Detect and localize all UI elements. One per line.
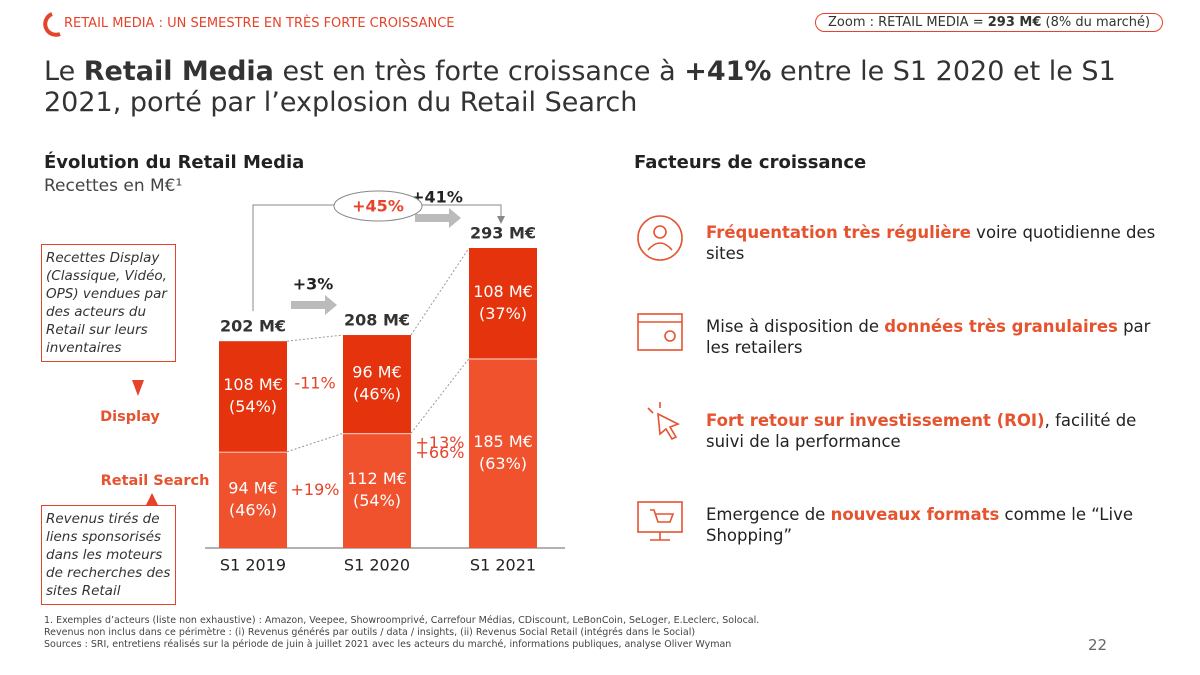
text-run: Fort retour sur investissement (ROI) (706, 411, 1045, 430)
connector (286, 432, 344, 453)
growth-label: +66% (416, 443, 465, 462)
text-run: données très granulaires (884, 317, 1118, 336)
footnote: Revenus non inclus dans ce périmètre : (… (44, 627, 696, 638)
value-label: 108 M€ (473, 282, 533, 301)
share-label: (37%) (479, 304, 527, 323)
share-label: (54%) (353, 491, 401, 510)
callout-pointer (132, 380, 144, 396)
text-run: +41% (684, 56, 772, 87)
text-run: Le (44, 56, 84, 87)
footnote: 1. Exemples d’acteurs (liste non exhaust… (44, 615, 760, 626)
callout-pointer (146, 493, 158, 505)
chart-subtitle: Recettes en M€¹ (44, 176, 183, 196)
text-run: est en très forte croissance à (273, 56, 685, 87)
page-number: 22 (1088, 636, 1108, 654)
text-run: voire quotidienne des sites (706, 223, 1156, 263)
value-label: 112 M€ (347, 469, 407, 488)
overall-growth-label: +45% (352, 197, 404, 216)
footnotes: 1. Exemples d’acteurs (liste non exhaust… (44, 615, 759, 651)
text-run: par les retailers (706, 317, 1151, 357)
share-label: (63%) (479, 454, 527, 473)
bar-segment (343, 335, 411, 434)
text-run: Mise à disposition de (706, 317, 885, 336)
value-label: 94 M€ (228, 478, 277, 497)
callout-display: Recettes Display (Classique, Vidéo, OPS)… (41, 244, 176, 362)
bracket-head (497, 216, 505, 224)
text-run: Emergence de (706, 505, 831, 524)
connector (410, 247, 470, 336)
text-run: entre le S1 2020 et le S1 2021, porté pa… (44, 56, 1116, 118)
text-run: comme le “Live Shopping” (706, 505, 1133, 545)
text-run: nouveaux formats (830, 505, 1000, 524)
growth-arrow (291, 295, 337, 316)
connector (286, 334, 344, 342)
callout-search: Revenus tirés de liens sponsorisés dans … (41, 505, 176, 605)
bar-segment (219, 341, 287, 452)
text-run: 293 M€ (987, 15, 1042, 30)
legend-label: Retail Search (101, 473, 210, 489)
total-growth-label: +3% (293, 275, 334, 294)
growth-label: -11% (294, 374, 335, 393)
total-growth-label: +41% (411, 188, 463, 207)
factor: Fort retour sur investissement (ROI), fa… (706, 410, 1156, 452)
chart-title: Évolution du Retail Media (44, 152, 305, 173)
factors-title: Facteurs de croissance (634, 152, 867, 173)
logo (43, 12, 61, 37)
x-tick-label: S1 2021 (470, 556, 536, 575)
zoom-box: Zoom : RETAIL MEDIA = 293 M€ (8% du marc… (815, 13, 1164, 32)
icons (637, 215, 683, 541)
bar-segment (469, 248, 537, 359)
headline: Le Retail Media est en très forte croiss… (44, 56, 1164, 118)
share-label: (46%) (229, 500, 277, 519)
section-title: RETAIL MEDIA : UN SEMESTRE EN TRÈS FORTE… (64, 16, 455, 31)
x-tick-label: S1 2019 (220, 556, 286, 575)
text-run: Zoom : RETAIL MEDIA = (828, 15, 988, 30)
text-run: , facilité de suivi de la performance (706, 411, 1137, 451)
text-run: (8% du marché) (1041, 15, 1151, 30)
text-run: Retail Media (83, 56, 274, 87)
text-run: Fréquentation très régulière (706, 223, 971, 242)
factor: Mise à disposition de données très granu… (706, 316, 1156, 358)
factor: Fréquentation très régulière voire quoti… (706, 222, 1156, 264)
growth-label: +13% (416, 433, 465, 452)
legend-label: Display (100, 409, 160, 425)
connector (410, 358, 470, 434)
footnote: Sources : SRI, entretiens réalisés sur l… (44, 639, 732, 650)
total-label: 293 M€ (470, 224, 536, 243)
value-label: 185 M€ (473, 432, 533, 451)
growth-label: +19% (291, 480, 340, 499)
value-label: 96 M€ (352, 363, 401, 382)
total-label: 202 M€ (220, 317, 286, 336)
total-label: 208 M€ (344, 311, 410, 330)
factor: Emergence de nouveaux formats comme le “… (706, 504, 1156, 546)
bar-segment (343, 433, 411, 548)
x-tick-label: S1 2020 (344, 556, 410, 575)
overall-ellipse (333, 190, 423, 222)
bar-segment (469, 358, 537, 548)
growth-arrow (415, 208, 461, 228)
value-label: 108 M€ (223, 375, 283, 394)
share-label: (46%) (353, 385, 401, 404)
bar-segment (219, 451, 287, 548)
share-label: (54%) (229, 397, 277, 416)
